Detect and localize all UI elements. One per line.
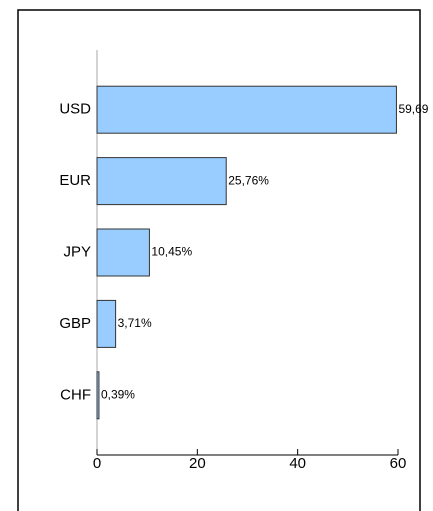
value-label: 10,45% (151, 245, 192, 259)
x-tick-label: 60 (390, 455, 407, 472)
y-tick-label: CHF (60, 386, 91, 403)
x-tick-label: 40 (289, 455, 306, 472)
value-label: 59,69 (398, 102, 428, 116)
bar (96, 157, 227, 206)
bar (96, 85, 397, 134)
bar (96, 371, 100, 420)
value-label: 25,76% (228, 173, 269, 187)
y-tick-label: JPY (63, 243, 91, 260)
y-tick-label: GBP (59, 315, 91, 332)
y-tick-label: USD (59, 101, 91, 118)
frame (17, 9, 421, 511)
y-tick-label: EUR (59, 172, 91, 189)
bar (96, 228, 150, 277)
x-tick-label: 0 (93, 455, 101, 472)
value-label: 3,71% (118, 316, 152, 330)
x-tick-label: 20 (189, 455, 206, 472)
value-label: 0,39% (101, 387, 135, 401)
bar (96, 299, 117, 348)
